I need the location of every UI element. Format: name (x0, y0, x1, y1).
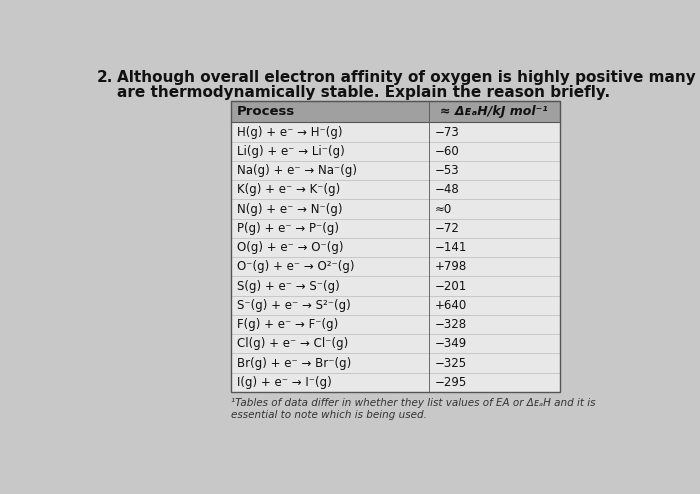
Text: −201: −201 (435, 280, 467, 292)
Text: +798: +798 (435, 260, 467, 273)
Text: +640: +640 (435, 299, 467, 312)
Bar (231, 277, 560, 296)
Text: Li(g) + e⁻ → Li⁻(g): Li(g) + e⁻ → Li⁻(g) (237, 145, 345, 158)
Bar (231, 219, 560, 238)
Text: −73: −73 (435, 125, 459, 138)
Bar (231, 257, 560, 277)
Text: S⁻(g) + e⁻ → S²⁻(g): S⁻(g) + e⁻ → S²⁻(g) (237, 299, 351, 312)
Text: −141: −141 (435, 241, 467, 254)
Bar (231, 372, 560, 392)
Text: ≈ ΔᴇₐH/kJ mol⁻¹: ≈ ΔᴇₐH/kJ mol⁻¹ (440, 105, 548, 118)
Text: −325: −325 (435, 357, 467, 370)
Bar (231, 353, 560, 372)
Text: ≈0: ≈0 (435, 203, 452, 215)
Bar (231, 238, 560, 257)
Bar (231, 334, 560, 353)
Text: Process: Process (237, 105, 295, 118)
Text: P(g) + e⁻ → P⁻(g): P(g) + e⁻ → P⁻(g) (237, 222, 339, 235)
Bar (231, 101, 560, 123)
Text: Cl(g) + e⁻ → Cl⁻(g): Cl(g) + e⁻ → Cl⁻(g) (237, 337, 349, 350)
Text: 2.: 2. (97, 70, 113, 85)
Text: Na(g) + e⁻ → Na⁻(g): Na(g) + e⁻ → Na⁻(g) (237, 164, 357, 177)
Text: −48: −48 (435, 183, 459, 196)
Text: Although overall electron affinity of oxygen is highly positive many metal oxide: Although overall electron affinity of ox… (117, 70, 700, 85)
Text: K(g) + e⁻ → K⁻(g): K(g) + e⁻ → K⁻(g) (237, 183, 340, 196)
Bar (231, 315, 560, 334)
Text: F(g) + e⁻ → F⁻(g): F(g) + e⁻ → F⁻(g) (237, 318, 338, 331)
Text: O(g) + e⁻ → O⁻(g): O(g) + e⁻ → O⁻(g) (237, 241, 344, 254)
Text: −72: −72 (435, 222, 460, 235)
Text: −349: −349 (435, 337, 467, 350)
Bar (231, 161, 560, 180)
Text: −53: −53 (435, 164, 459, 177)
Bar (231, 142, 560, 161)
Text: I(g) + e⁻ → I⁻(g): I(g) + e⁻ → I⁻(g) (237, 376, 332, 389)
Bar (231, 296, 560, 315)
Text: −295: −295 (435, 376, 467, 389)
Bar (231, 123, 560, 142)
Bar (231, 101, 560, 392)
Bar (231, 180, 560, 200)
Text: ¹Tables of data differ in whether they list values of EA or ΔᴇₐH and it is
essen: ¹Tables of data differ in whether they l… (231, 398, 596, 420)
Text: N(g) + e⁻ → N⁻(g): N(g) + e⁻ → N⁻(g) (237, 203, 342, 215)
Text: −328: −328 (435, 318, 467, 331)
Text: H(g) + e⁻ → H⁻(g): H(g) + e⁻ → H⁻(g) (237, 125, 342, 138)
Text: −60: −60 (435, 145, 459, 158)
Text: are thermodynamically stable. Explain the reason briefly.: are thermodynamically stable. Explain th… (117, 85, 610, 100)
Text: S(g) + e⁻ → S⁻(g): S(g) + e⁻ → S⁻(g) (237, 280, 340, 292)
Bar (231, 200, 560, 219)
Text: O⁻(g) + e⁻ → O²⁻(g): O⁻(g) + e⁻ → O²⁻(g) (237, 260, 355, 273)
Text: Br(g) + e⁻ → Br⁻(g): Br(g) + e⁻ → Br⁻(g) (237, 357, 351, 370)
